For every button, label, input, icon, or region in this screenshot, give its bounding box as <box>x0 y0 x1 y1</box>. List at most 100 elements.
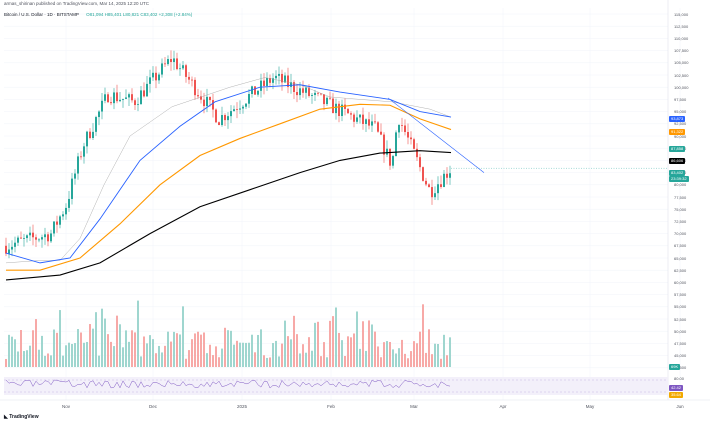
candle-body <box>17 237 19 243</box>
volume-bar <box>23 351 25 367</box>
volume-bar <box>383 342 385 367</box>
volume-bar <box>404 353 406 367</box>
volume-bar <box>344 355 346 367</box>
volume-bar <box>386 341 388 367</box>
volume-bar <box>431 354 433 367</box>
volume-bar <box>263 355 265 367</box>
volume-bar <box>269 357 271 367</box>
candle-body <box>155 72 157 81</box>
volume-bar <box>71 343 73 367</box>
volume-bar <box>29 345 31 367</box>
price-tick: 90,000 <box>674 133 687 139</box>
volume-bar <box>305 352 307 367</box>
candle-body <box>44 234 46 238</box>
candle-body <box>398 124 400 133</box>
candle-body <box>245 103 247 107</box>
volume-bar <box>56 332 58 367</box>
volume-bar <box>239 342 241 367</box>
price-tick: 50,000 <box>674 328 687 334</box>
candle-body <box>239 108 241 110</box>
volume-bar <box>449 337 451 367</box>
volume-bar <box>65 345 67 367</box>
price-tick: 95,000 <box>674 109 687 115</box>
volume-bar <box>41 335 43 367</box>
volume-bar <box>179 334 181 367</box>
candle-body <box>425 180 427 185</box>
candle-body <box>107 94 109 103</box>
volume-bar <box>131 330 133 367</box>
volume-bar <box>170 341 172 367</box>
candle-body <box>296 91 298 96</box>
volume-bar <box>401 339 403 367</box>
volume-bar <box>287 336 289 367</box>
candle-body <box>365 119 367 124</box>
candle-body <box>371 121 373 126</box>
volume-bar <box>215 346 217 367</box>
candle-body <box>401 124 403 126</box>
volume-bar <box>440 358 442 367</box>
volume-bar <box>347 336 349 367</box>
candle-body <box>77 156 79 174</box>
candle-body <box>215 109 217 123</box>
volume-bar <box>413 341 415 367</box>
tradingview-logo[interactable]: ◣ TradingView <box>4 414 39 420</box>
volume-bar <box>122 347 124 367</box>
candle-body <box>218 122 220 126</box>
volume-bar <box>50 355 52 367</box>
candle-body <box>290 82 292 87</box>
candles <box>5 50 451 259</box>
volume-bar <box>101 308 103 367</box>
volume-bar <box>104 318 106 367</box>
candle-body <box>89 131 91 139</box>
volume-bar <box>125 330 127 367</box>
candle-body <box>41 237 43 240</box>
volume-bar <box>44 355 46 367</box>
volume-bar <box>161 352 163 367</box>
rsi-line <box>5 379 451 389</box>
symbol-title: Bitcoin / U.S. Dollar · 1D · BITSTAMP <box>4 12 79 17</box>
volume-bar <box>167 331 169 367</box>
volume-bar <box>278 356 280 367</box>
candle-body <box>26 235 28 239</box>
symbol-legend[interactable]: Bitcoin / U.S. Dollar · 1D · BITSTAMP O8… <box>4 12 192 17</box>
candle-body <box>317 92 319 94</box>
candle-body <box>29 232 31 236</box>
price-label: 86,606 <box>669 158 686 164</box>
price-tick: 75,000 <box>674 206 687 212</box>
volume-bar <box>272 343 274 367</box>
volume-bar <box>158 345 160 367</box>
price-tick: 70,000 <box>674 231 687 237</box>
candle-body <box>209 96 211 101</box>
price-label: 69K <box>669 364 681 370</box>
time-tick: Mar <box>410 404 418 409</box>
candle-body <box>404 125 406 132</box>
candle-body <box>431 187 433 198</box>
candle-body <box>113 92 115 104</box>
candle-body <box>20 237 22 239</box>
candle-body <box>98 111 100 118</box>
volume-bar <box>350 337 352 367</box>
candle-body <box>311 95 313 96</box>
candle-body <box>80 156 82 158</box>
volume-bar <box>116 315 118 367</box>
time-tick: May <box>585 404 595 409</box>
price-tick: 62,500 <box>674 267 687 273</box>
candle-body <box>446 173 448 178</box>
volume-bar <box>149 335 151 367</box>
candle-body <box>128 94 130 98</box>
volume-bar <box>38 349 40 367</box>
candle-body <box>248 94 250 104</box>
candle-body <box>161 63 163 75</box>
ma-black-line <box>5 150 452 281</box>
price-tick: 102,500 <box>674 72 689 78</box>
price-tick: 67,500 <box>674 243 687 249</box>
candle-body <box>185 65 187 77</box>
volume-bar <box>221 348 223 367</box>
ma-gray-line <box>5 77 452 264</box>
volume-bar <box>323 342 325 367</box>
candle-body <box>62 214 64 217</box>
candle-body <box>422 167 424 181</box>
volume-bar <box>209 344 211 367</box>
volume-bar <box>281 343 283 367</box>
